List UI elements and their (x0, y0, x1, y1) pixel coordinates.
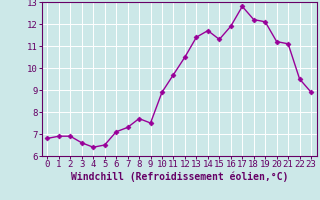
X-axis label: Windchill (Refroidissement éolien,°C): Windchill (Refroidissement éolien,°C) (70, 172, 288, 182)
